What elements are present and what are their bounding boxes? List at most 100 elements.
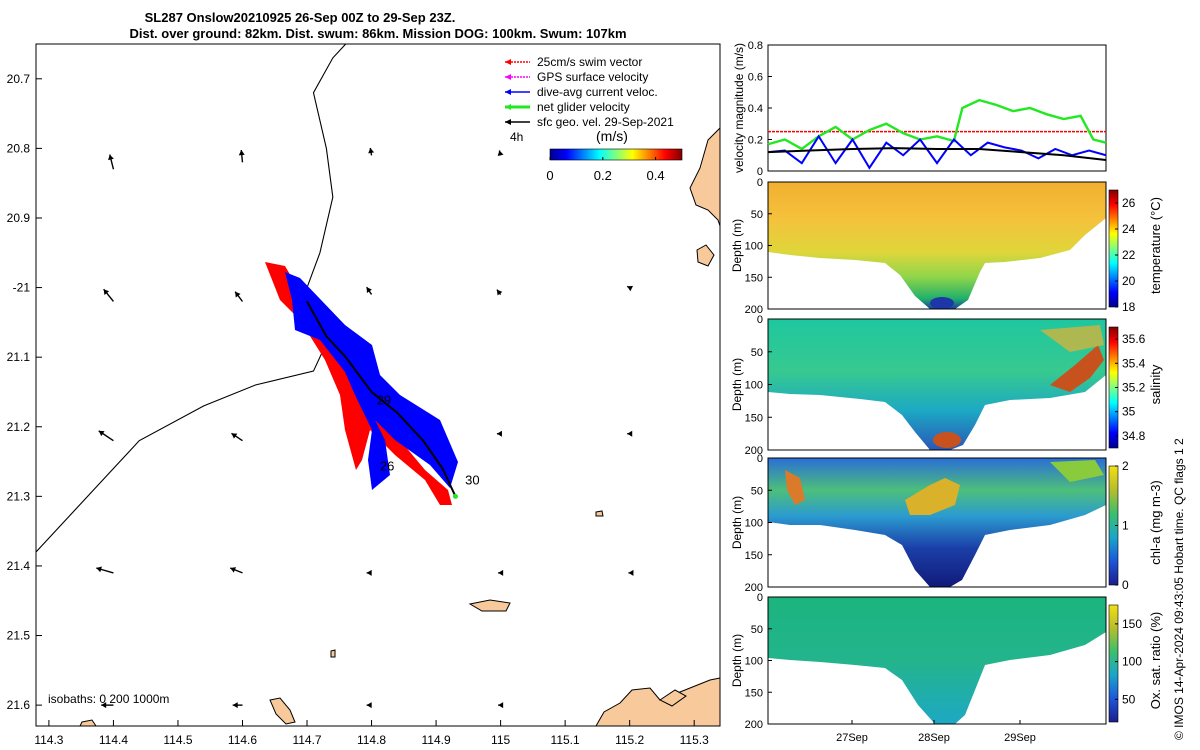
velocity-y-tick-label: 0 [757,166,763,178]
legend-label: net glider velocity [537,100,630,114]
geo-vector-head [108,154,114,161]
section-colorbar-tick-label: 24 [1122,222,1136,236]
map-x-tick-label: 114.8 [357,733,386,747]
section-x-tick-label: 29Sep [1004,732,1036,744]
geo-vector-head [497,150,504,157]
geo-vector [368,147,375,156]
legend-arrowhead [505,119,511,125]
section-y-tick-label: 150 [745,687,763,699]
section-y-tick-label: 100 [745,380,763,392]
section-colorbar-tick-label: 34.8 [1122,429,1146,443]
geo-vector-head [101,702,107,709]
section-y-tick-label: 150 [745,272,763,284]
geo-vector-head [498,569,504,576]
map-y-tick-label: 20.7 [7,72,31,86]
land-island [696,244,715,267]
map-y-tick-label: 21.5 [7,629,31,643]
section-colorbar-tick-label: 20 [1122,274,1136,288]
section-x-tick-label: 28Sep [918,732,950,744]
legend-arrowhead [505,89,511,95]
geo-vector [98,430,114,442]
glider-track-line [306,301,457,497]
glider-end-marker [452,493,458,499]
section-x-ticks: 27Sep 28Sep 29Sep [836,720,1036,744]
section-y-tick-label: 150 [745,550,763,562]
section-y-tick-label: 100 [745,518,763,530]
legend-item: sfc geo. vel. 29-Sep-2021 [505,115,674,129]
legend-note: 4h [510,130,523,144]
map-x-tick-label: 114.4 [99,733,128,747]
geo-vector-head [627,285,634,292]
geo-vector-head [235,291,241,298]
section-colorbar-label: temperature (°C) [1148,197,1163,294]
geo-vector [366,286,373,295]
section-ylabel: Depth (m) [730,634,744,687]
section-ylabel: Depth (m) [730,496,744,549]
temperature-panel [768,182,1106,309]
section-colorbar-tick-label: 150 [1122,617,1142,631]
map-axes-frame [35,43,721,727]
section-colorbar [1108,604,1119,723]
section-colorbar-tick-label: 100 [1122,655,1142,669]
day-label: 30 [465,473,479,488]
geo-vector [103,288,114,302]
map-y-ticks: 20.7 20.8 20.9 -21 21.1 21.2 21.3 21.4 21.5 21.6 [7,72,42,712]
section-colorbar-label: salinity [1148,364,1163,404]
section-y-tick-label: 200 [745,304,763,316]
legend-arrowhead [505,59,511,65]
figure-title-line1: SL287 Onslow20210925 26-Sep 00Z to 29-Se… [145,10,456,25]
map-x-tick-label: 114.9 [422,733,451,747]
section-y-tick-label: 200 [745,719,763,731]
geo-vector [498,569,504,576]
section-ylabel: Depth (m) [730,358,744,411]
credit-text: © IMOS 14-Apr-2024 09:43:05 Hobart time.… [1172,438,1186,740]
section-colorbar-tick-label: 0 [1122,578,1129,592]
section-colorbar-tick-label: 35 [1122,405,1136,419]
velocity-ylabel: velocity magnitude (m/s) [732,43,746,173]
map-colorbar-tick-label: 0 [546,168,553,183]
geo-vector [238,149,245,163]
section-y-tick-label: 200 [745,445,763,457]
section-y-tick-label: 0 [757,177,763,189]
geo-vector [231,432,243,442]
high-salinity-patch-deep [933,432,961,448]
section-y-tick-label: 200 [745,582,763,594]
section-y-tick-label: 50 [751,347,763,359]
chla-maximum-patch [1050,460,1104,482]
map-y-tick-label: 20.8 [7,141,31,155]
geo-vector [229,567,243,574]
geo-vector [108,154,115,170]
geo-vector-head [232,702,238,709]
geo-vector-head [238,150,245,156]
map-x-tick-label: 115.3 [680,733,709,747]
land-polygons [79,126,721,727]
geo-vector [101,702,114,709]
geo-vector [496,289,503,296]
section-colorbar-tick-label: 35.2 [1122,381,1146,395]
map-y-tick-label: -21 [13,281,31,295]
legend-arrowhead [505,74,511,80]
oxygen-panel [768,597,1106,724]
velocity-panel: 0 0.2 0.4 0.6 0.8 velocity magnitude (m/s) [732,40,1107,178]
map-y-tick-label: 21.3 [7,489,31,503]
section-y-tick-label: 50 [751,485,763,497]
chla-section [768,458,1106,587]
geo-vector-head [231,433,238,439]
legend-label: dive-avg current veloc. [537,85,658,99]
section-colorbar-label: chl-a (mg m-3) [1148,480,1163,565]
section-colorbar-tick-label: 50 [1122,692,1136,706]
section-colorbar-tick-label: 18 [1122,300,1136,314]
section-colorbar-tick-label: 35.4 [1122,356,1146,370]
geo-vector-head [628,569,634,576]
map-x-tick-label: 114.5 [163,733,192,747]
velocity-y-tick-label: 0.8 [748,40,763,52]
section-y-tick-label: 150 [745,412,763,424]
section-colorbar-tick-label: 35.6 [1122,332,1146,346]
current-vector-swath [285,272,458,490]
map-x-tick-label: 114.3 [34,733,63,747]
map-x-tick-label: 114.6 [228,733,257,747]
